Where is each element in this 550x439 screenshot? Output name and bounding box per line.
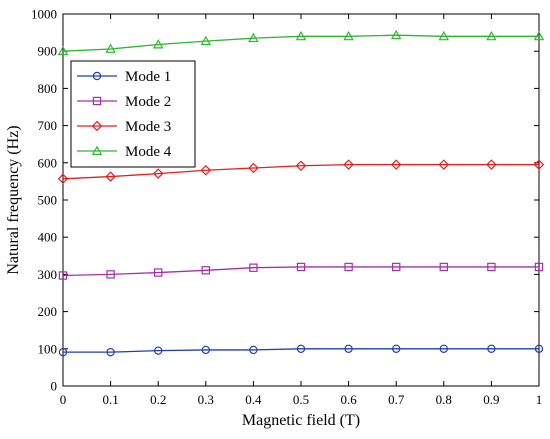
x-tick-label: 0.9 <box>483 392 499 407</box>
legend-label: Mode 1 <box>125 69 171 85</box>
legend-entry: Mode 2 <box>77 94 171 110</box>
data-point <box>438 159 450 170</box>
data-point <box>249 263 258 272</box>
legend: Mode 1 Mode 2 Mode 3 Mode 4 <box>70 60 196 168</box>
x-tick-label: 0.5 <box>293 392 309 407</box>
series-1 <box>58 344 544 357</box>
axis-ticks: 0 0.1 0.2 0.3 0.4 0.5 0.6 0.7 0.8 0.9 1 0 100 200 300 4… <box>31 7 542 408</box>
legend-marker <box>91 120 103 132</box>
data-point <box>152 168 164 179</box>
y-tick-label: 800 <box>38 81 58 96</box>
data-point <box>57 173 69 185</box>
data-point <box>344 344 353 353</box>
legend-marker <box>92 96 102 106</box>
data-point <box>296 262 306 272</box>
x-tick-label: 1 <box>536 392 543 407</box>
data-point <box>487 262 496 272</box>
legend-entry: Mode 4 <box>77 144 172 160</box>
y-tick-label: 900 <box>38 44 58 59</box>
series-2 <box>58 262 544 280</box>
data-point <box>392 262 401 272</box>
x-tick-label: 0 <box>60 392 67 407</box>
data-point <box>105 43 116 53</box>
legend-marker <box>92 71 102 81</box>
data-point <box>392 344 401 353</box>
data-point <box>153 346 163 355</box>
y-tick-label: 300 <box>38 267 58 282</box>
y-tick-label: 400 <box>38 230 58 245</box>
legend-label: Mode 3 <box>125 119 171 135</box>
data-point <box>105 171 116 182</box>
data-point <box>154 268 163 277</box>
data-point <box>295 160 307 172</box>
legend-marker <box>91 145 103 155</box>
x-tick-label: 0.4 <box>245 392 262 407</box>
series-line <box>63 348 539 353</box>
data-point <box>486 30 497 41</box>
y-axis-title: Natural frequency (Hz) <box>5 125 22 274</box>
y-tick-label: 1000 <box>31 7 57 22</box>
legend-box <box>70 60 196 168</box>
data-point <box>439 344 448 353</box>
data-point <box>58 347 68 357</box>
x-tick-label: 0.3 <box>198 392 214 407</box>
data-point <box>343 159 354 170</box>
legend-label: Mode 4 <box>125 144 172 160</box>
y-tick-label: 600 <box>38 155 58 170</box>
y-tick-label: 700 <box>38 118 58 133</box>
y-tick-label: 500 <box>38 193 58 208</box>
data-point <box>249 345 258 355</box>
x-tick-label: 0.8 <box>436 392 452 407</box>
series-3 <box>57 159 545 185</box>
data-point <box>486 159 497 170</box>
series-layer <box>57 29 545 357</box>
data-point <box>534 262 544 272</box>
data-point <box>106 270 115 279</box>
data-point <box>390 159 402 170</box>
x-axis-title: Magnetic field (T) <box>242 412 360 429</box>
data-point <box>152 39 164 49</box>
y-tick-label: 0 <box>51 379 58 394</box>
y-tick-label: 100 <box>38 341 58 356</box>
x-tick-label: 0.6 <box>340 392 357 407</box>
data-point <box>344 262 353 272</box>
data-point <box>487 344 496 353</box>
legend-entry: Mode 3 <box>77 119 171 135</box>
data-point <box>296 344 306 353</box>
data-point <box>200 164 212 176</box>
data-point <box>295 30 307 41</box>
series-4 <box>57 29 545 56</box>
x-tick-label: 0.7 <box>388 392 405 407</box>
data-point <box>438 30 450 41</box>
data-point <box>534 344 544 353</box>
data-point <box>248 32 259 43</box>
data-point <box>201 345 210 355</box>
series-line <box>62 164 539 180</box>
data-point <box>106 347 115 357</box>
data-point <box>200 35 212 46</box>
data-point <box>58 271 68 280</box>
data-point <box>201 266 210 275</box>
data-point <box>439 262 449 272</box>
data-point <box>533 159 545 170</box>
series-line <box>62 34 539 52</box>
data-point <box>248 162 259 174</box>
x-tick-label: 0.2 <box>150 392 166 407</box>
data-point <box>390 29 402 40</box>
legend-label: Mode 2 <box>125 94 171 110</box>
x-tick-label: 0.1 <box>102 392 118 407</box>
series-line <box>62 266 539 277</box>
data-point <box>343 30 354 41</box>
y-tick-label: 200 <box>38 304 58 319</box>
legend-entry: Mode 1 <box>77 69 171 85</box>
data-point <box>533 30 545 41</box>
data-point <box>57 45 69 56</box>
